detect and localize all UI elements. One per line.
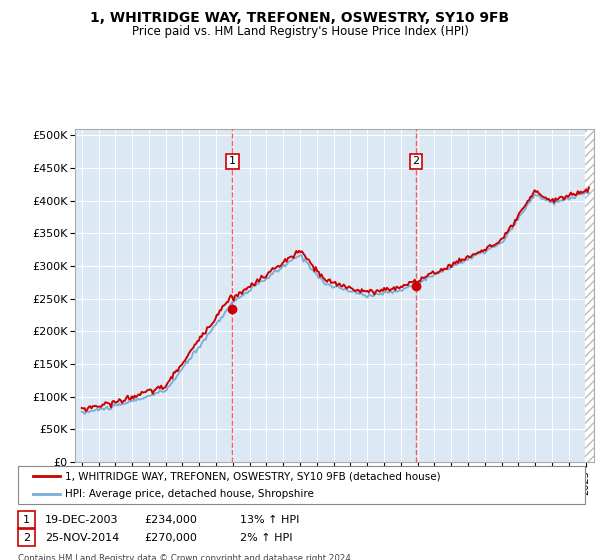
Text: 1: 1 bbox=[23, 515, 30, 525]
Text: 1, WHITRIDGE WAY, TREFONEN, OSWESTRY, SY10 9FB (detached house): 1, WHITRIDGE WAY, TREFONEN, OSWESTRY, SY… bbox=[65, 471, 440, 481]
Text: 13% ↑ HPI: 13% ↑ HPI bbox=[240, 515, 299, 525]
Text: 1, WHITRIDGE WAY, TREFONEN, OSWESTRY, SY10 9FB: 1, WHITRIDGE WAY, TREFONEN, OSWESTRY, SY… bbox=[91, 11, 509, 25]
Text: 19-DEC-2003: 19-DEC-2003 bbox=[45, 515, 119, 525]
Text: 1: 1 bbox=[229, 156, 236, 166]
Text: £234,000: £234,000 bbox=[144, 515, 197, 525]
Text: Price paid vs. HM Land Registry's House Price Index (HPI): Price paid vs. HM Land Registry's House … bbox=[131, 25, 469, 38]
Text: 2% ↑ HPI: 2% ↑ HPI bbox=[240, 533, 293, 543]
Text: 2: 2 bbox=[412, 156, 419, 166]
Text: 25-NOV-2014: 25-NOV-2014 bbox=[45, 533, 119, 543]
Bar bbox=[585, 129, 595, 462]
Text: £270,000: £270,000 bbox=[144, 533, 197, 543]
Text: 2: 2 bbox=[23, 533, 30, 543]
Text: Contains HM Land Registry data © Crown copyright and database right 2024.
This d: Contains HM Land Registry data © Crown c… bbox=[18, 554, 353, 560]
Text: HPI: Average price, detached house, Shropshire: HPI: Average price, detached house, Shro… bbox=[65, 489, 314, 499]
